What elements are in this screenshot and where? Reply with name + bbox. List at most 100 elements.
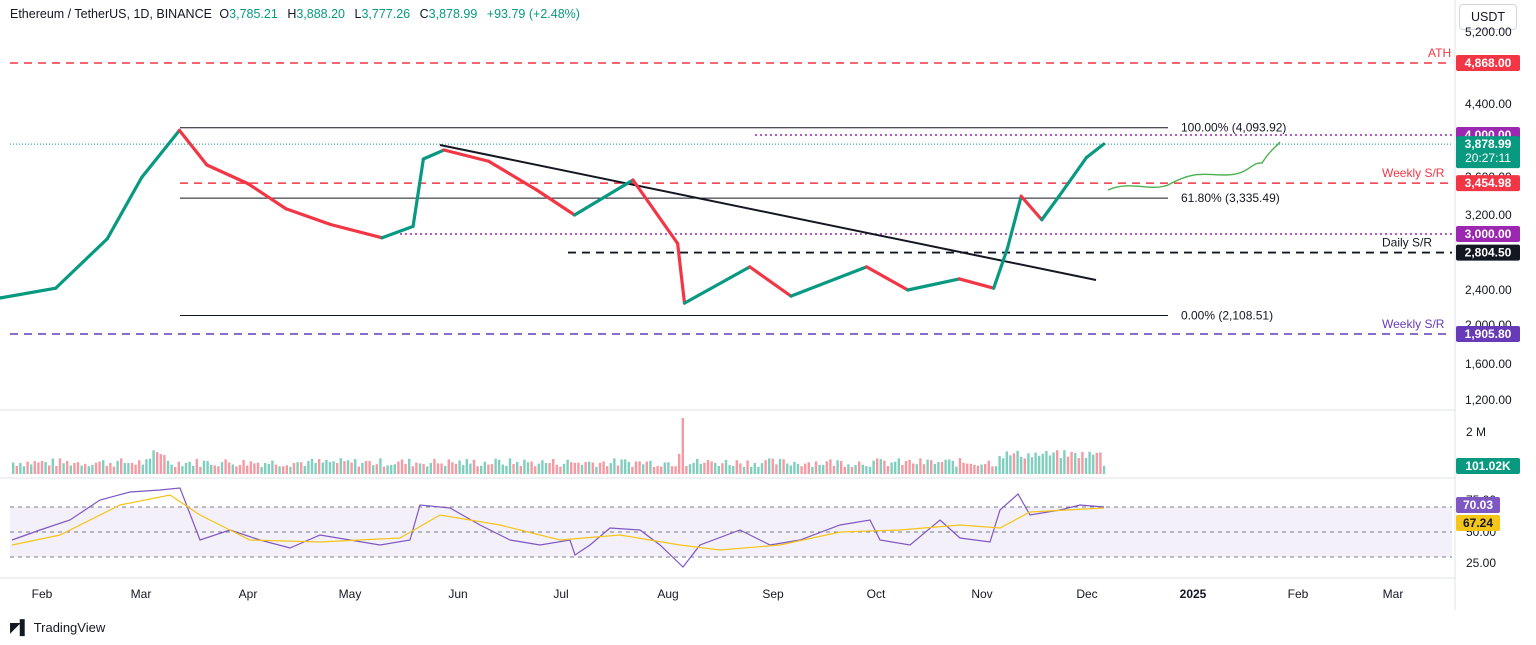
time-tick-label: 2025 <box>1180 587 1207 601</box>
volume-bar <box>375 464 378 474</box>
volume-bar <box>69 465 72 474</box>
volume-bar <box>948 459 951 474</box>
volume-bar <box>854 464 857 474</box>
volume-bar <box>505 465 508 474</box>
volume-bar <box>372 465 375 474</box>
volume-bar <box>422 464 425 474</box>
volume-bar <box>1048 455 1052 474</box>
volume-bar <box>138 460 141 474</box>
volume-bar <box>1020 456 1023 474</box>
volume-bar <box>674 466 677 474</box>
volume-bar <box>332 461 335 474</box>
volume-bar <box>850 466 854 474</box>
volume-bar <box>591 462 594 474</box>
volume-bar <box>606 466 609 474</box>
volume-bar <box>163 455 166 474</box>
volume-bar <box>786 463 789 474</box>
volume-bar <box>267 463 270 474</box>
volume-bar <box>541 460 544 474</box>
time-tick-label: Sep <box>762 587 784 601</box>
volume-bar <box>181 466 184 474</box>
price-chart[interactable]: 5,200.004,400.003,600.003,200.002,400.00… <box>0 0 1536 612</box>
volume-bar <box>440 463 443 474</box>
price-tag-bg <box>1456 175 1520 192</box>
time-tick-label: Feb <box>1288 587 1309 601</box>
volume-bar <box>573 462 576 474</box>
price-segment <box>246 182 288 211</box>
volume-bar <box>102 460 105 474</box>
volume-bar <box>847 464 850 474</box>
volume-bar <box>1030 457 1034 474</box>
volume-bar <box>1059 458 1062 474</box>
volume-bar <box>285 465 288 474</box>
volume-bar <box>1009 455 1012 474</box>
volume-bar <box>778 458 782 474</box>
volume-bar <box>433 458 436 474</box>
volume-bar <box>750 466 753 474</box>
open-value: 3,785.21 <box>229 7 278 21</box>
tradingview-brand: ◤▌ TradingView <box>10 619 105 636</box>
volume-bar <box>534 466 537 474</box>
volume-bar <box>37 462 40 474</box>
volume-bar <box>732 466 735 474</box>
volume-bar <box>350 462 353 474</box>
volume-bar <box>796 463 800 474</box>
volume-bar <box>1099 452 1102 474</box>
price-segment <box>682 265 752 305</box>
price-segment <box>572 178 635 217</box>
volume-bar <box>804 463 807 474</box>
rsi-line <box>11 487 1105 568</box>
volume-bar <box>224 459 227 474</box>
volume-bar <box>825 461 828 474</box>
volume-bar <box>721 463 724 474</box>
volume-bar <box>811 466 814 474</box>
time-tick-label: Jun <box>448 587 467 601</box>
volume-bar <box>631 466 634 474</box>
volume-bar <box>1092 454 1095 474</box>
volume-bar <box>728 465 731 474</box>
volume-bar <box>562 463 566 474</box>
volume-bar <box>228 462 231 474</box>
volume-bar <box>260 466 263 474</box>
rsi-tag-value: 70.03 <box>1463 498 1493 512</box>
price-tag-label: 4,868.00 <box>1465 56 1512 70</box>
volume-bar <box>48 465 51 474</box>
volume-bar <box>580 464 584 474</box>
price-tag-label: 3,000.00 <box>1465 227 1512 241</box>
price-tag: 1,905.80 <box>1456 325 1520 342</box>
price-segment <box>535 188 577 217</box>
volume-bar <box>15 465 18 474</box>
volume-bar <box>73 462 76 474</box>
price-tick-label: 2,400.00 <box>1465 283 1512 297</box>
volume-bar <box>325 459 328 474</box>
price-tag: 2,804.50 <box>1456 244 1520 261</box>
volume-bar <box>112 466 116 474</box>
currency-unit-button[interactable]: USDT <box>1459 4 1517 30</box>
price-segment <box>442 148 491 163</box>
time-tick-label: Apr <box>239 587 258 601</box>
volume-bar <box>1081 451 1084 474</box>
volume-bar <box>890 462 893 474</box>
close-label: C <box>419 7 429 21</box>
volume-bar <box>397 461 400 474</box>
volume-bar <box>199 466 202 474</box>
volume-bar <box>411 466 414 474</box>
volume-bar <box>868 466 872 474</box>
volume-bar <box>1023 458 1026 474</box>
volume-bar <box>678 454 681 474</box>
volume-bar <box>1084 457 1088 474</box>
volume-bar <box>915 464 918 474</box>
level-name-label: Weekly S/R <box>1382 317 1445 331</box>
volume-bar <box>66 460 69 474</box>
volume-bar <box>886 465 890 474</box>
rsi-ma-tag-bg <box>1456 515 1500 531</box>
volume-bar <box>314 462 317 474</box>
volume-bar <box>1045 450 1048 474</box>
last-price-tag-bg <box>1456 136 1520 169</box>
volume-bar <box>807 462 810 474</box>
volume-bar <box>436 463 440 474</box>
volume-bar <box>249 461 252 474</box>
volume-bar <box>1027 453 1030 474</box>
volume-bar <box>1052 452 1055 474</box>
volume-bar <box>991 466 994 474</box>
